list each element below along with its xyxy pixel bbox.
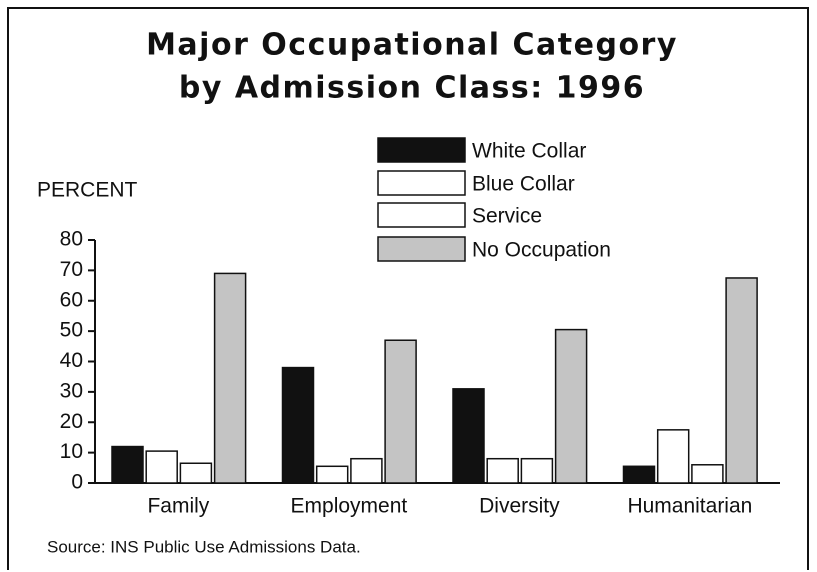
y-tick-label: 10 xyxy=(60,440,83,463)
legend-swatch xyxy=(377,236,466,262)
bar xyxy=(725,277,758,484)
x-tick-label: Employment xyxy=(291,495,408,518)
bar xyxy=(656,429,690,484)
y-tick-label: 30 xyxy=(60,379,83,402)
bar xyxy=(213,272,247,484)
legend-label: Service xyxy=(472,205,542,228)
legend-label: White Collar xyxy=(472,140,586,163)
y-axis-label: PERCENT xyxy=(37,179,138,202)
frame xyxy=(7,7,809,570)
bar xyxy=(315,465,349,484)
legend-swatch xyxy=(377,137,466,163)
bar xyxy=(145,450,178,484)
y-tick-label: 50 xyxy=(60,319,83,342)
y-tick-label: 20 xyxy=(60,410,83,433)
x-tick-label: Diversity xyxy=(479,495,560,518)
bar xyxy=(554,328,588,484)
x-tick-label: Family xyxy=(147,495,209,518)
source-note: Source: INS Public Use Admissions Data. xyxy=(47,537,361,556)
y-tick-label: 0 xyxy=(71,471,83,494)
legend-swatch xyxy=(377,170,466,196)
bar xyxy=(520,457,554,484)
bar xyxy=(486,457,519,484)
bar xyxy=(281,366,315,484)
x-tick-label: Humanitarian xyxy=(627,495,752,518)
bar xyxy=(452,388,485,484)
y-tick-label: 80 xyxy=(60,228,83,251)
bar xyxy=(622,465,656,484)
legend-label: No Occupation xyxy=(472,239,611,262)
y-tick-label: 70 xyxy=(60,258,83,281)
chart-title: Major Occupational Category xyxy=(146,28,678,63)
legend-label: Blue Collar xyxy=(472,173,575,196)
y-tick-label: 60 xyxy=(60,288,83,311)
legend-swatch xyxy=(377,202,466,228)
bar xyxy=(350,457,383,484)
bar xyxy=(691,464,724,484)
y-tick-label: 40 xyxy=(60,349,83,372)
chart-title: by Admission Class: 1996 xyxy=(179,71,645,106)
bar xyxy=(111,445,144,484)
bar xyxy=(384,339,417,484)
bar xyxy=(179,462,213,484)
